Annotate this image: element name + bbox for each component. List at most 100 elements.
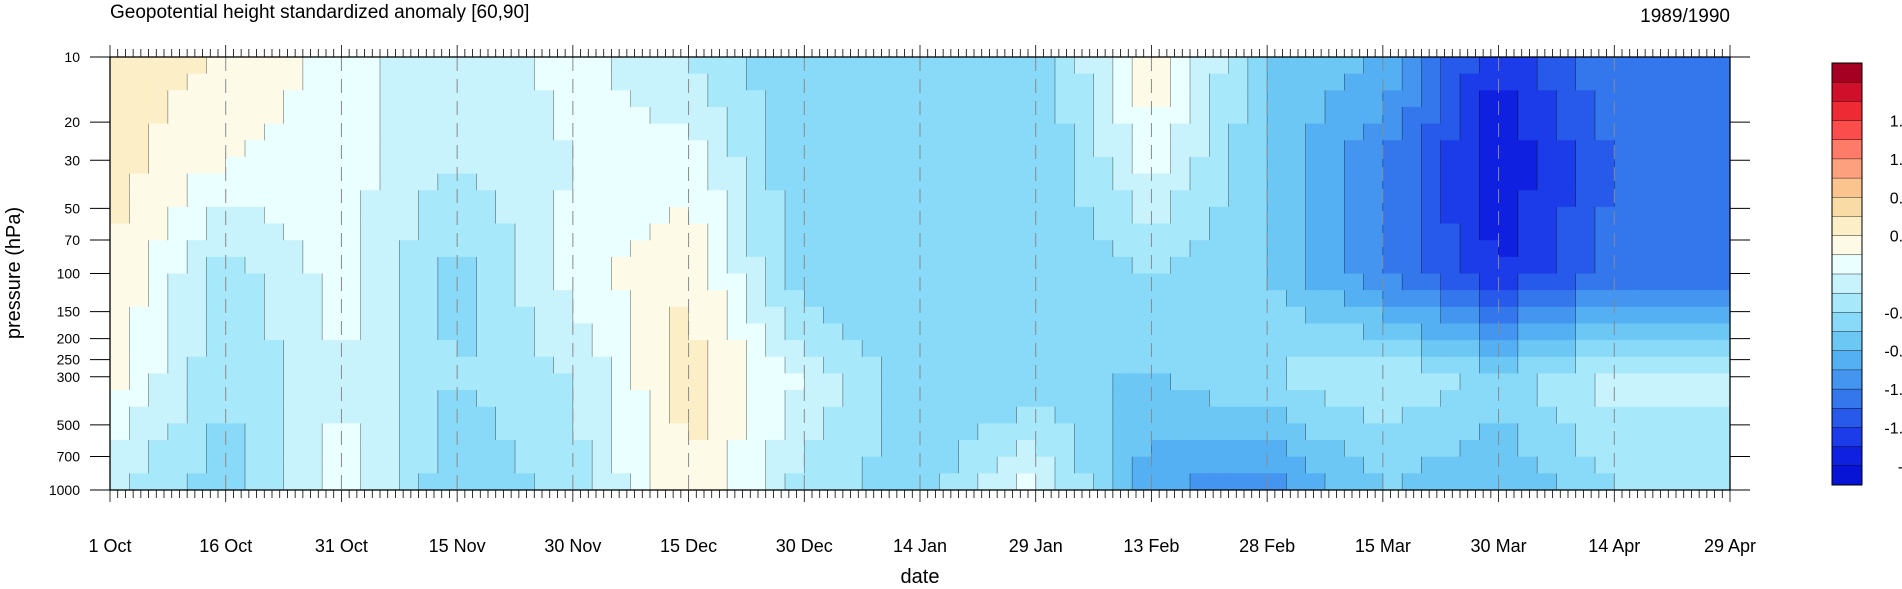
field-cell xyxy=(1710,106,1730,125)
field-cell xyxy=(1633,423,1654,441)
field-cell xyxy=(322,406,343,424)
field-cell xyxy=(1132,306,1153,325)
field-cell xyxy=(1498,73,1519,91)
field-cell xyxy=(688,356,709,375)
field-cell xyxy=(592,290,613,308)
field-cell xyxy=(399,123,420,141)
field-cell xyxy=(881,106,902,125)
field-cell xyxy=(746,440,767,458)
field-cell xyxy=(862,173,883,191)
field-cell xyxy=(1556,406,1577,424)
field-cell xyxy=(881,256,902,275)
field-cell xyxy=(437,440,458,458)
field-cell xyxy=(1055,456,1075,474)
field-cell xyxy=(1228,473,1249,490)
field-cell xyxy=(534,306,555,325)
field-cell xyxy=(669,57,690,75)
field-cell xyxy=(553,340,574,358)
field-cell xyxy=(1325,256,1345,275)
field-cell xyxy=(1633,323,1654,341)
field-cell xyxy=(1595,290,1615,308)
field-cell xyxy=(1132,223,1153,241)
field-cell xyxy=(707,306,728,325)
field-cell xyxy=(881,390,902,408)
field-cell xyxy=(1575,373,1596,391)
field-cell xyxy=(515,423,535,441)
field-cell xyxy=(958,240,979,258)
field-cell xyxy=(148,390,169,408)
field-cell xyxy=(804,290,825,308)
field-cell xyxy=(148,323,169,341)
field-cell xyxy=(1267,456,1288,474)
field-cell xyxy=(1093,223,1114,241)
field-cell xyxy=(534,90,555,108)
field-cell xyxy=(958,406,979,424)
field-cell xyxy=(1170,423,1191,441)
field-cell xyxy=(1382,356,1403,375)
field-cell xyxy=(1151,90,1172,108)
field-cell xyxy=(457,473,478,490)
field-cell xyxy=(1537,256,1558,275)
field-cell xyxy=(187,140,208,158)
field-cell xyxy=(437,223,458,241)
field-cell xyxy=(245,173,265,191)
field-cell xyxy=(862,57,883,75)
field-cell xyxy=(862,323,883,341)
field-cell xyxy=(476,140,497,158)
field-cell xyxy=(1344,206,1365,225)
field-cell xyxy=(1112,340,1133,358)
field-cell xyxy=(707,473,728,490)
field-cell xyxy=(1344,290,1365,308)
x-tick-label: 13 Feb xyxy=(1123,536,1179,556)
field-cell xyxy=(572,190,593,208)
field-cell xyxy=(1093,390,1114,408)
field-cell xyxy=(1556,423,1577,441)
field-cell xyxy=(1132,340,1153,358)
field-cell xyxy=(920,206,940,225)
y-tick-label: 150 xyxy=(57,304,81,320)
field-cell xyxy=(1517,323,1538,341)
field-cell xyxy=(1595,356,1615,375)
field-cell xyxy=(688,140,709,158)
field-cell xyxy=(1151,106,1172,125)
field-cell xyxy=(1652,340,1673,358)
field-cell xyxy=(1344,240,1365,258)
field-cell xyxy=(322,156,343,175)
field-cell xyxy=(167,456,188,474)
field-cell xyxy=(1170,473,1191,490)
y-tick-label: 250 xyxy=(57,352,81,368)
field-cell xyxy=(1132,240,1153,258)
field-cell xyxy=(1035,373,1056,391)
field-cell xyxy=(804,456,825,474)
field-cell xyxy=(881,140,902,158)
field-cell xyxy=(862,190,883,208)
field-cell xyxy=(1498,340,1519,358)
y-tick-label: 100 xyxy=(57,266,81,282)
field-cell xyxy=(380,140,400,158)
field-cell xyxy=(958,190,979,208)
field-cell xyxy=(1633,140,1654,158)
field-cell xyxy=(1286,356,1307,375)
field-cell xyxy=(380,440,400,458)
field-cell xyxy=(515,140,535,158)
field-cell xyxy=(1537,306,1558,325)
field-cell xyxy=(1460,223,1480,241)
field-cell xyxy=(380,373,400,391)
field-cell xyxy=(553,240,574,258)
field-cell xyxy=(245,123,265,141)
field-cell xyxy=(495,440,516,458)
field-cell xyxy=(1363,340,1384,358)
field-cell xyxy=(765,273,786,291)
field-cell xyxy=(341,423,362,441)
field-cell xyxy=(1614,290,1635,308)
field-cell xyxy=(1132,373,1153,391)
field-cell xyxy=(765,190,786,208)
field-cell xyxy=(1440,123,1461,141)
field-cell xyxy=(1055,73,1075,91)
field-cell xyxy=(245,223,265,241)
field-cell xyxy=(1479,123,1500,141)
field-cell xyxy=(1344,323,1365,341)
field-cell xyxy=(360,190,381,208)
field-cell xyxy=(630,306,651,325)
field-cell xyxy=(842,73,863,91)
